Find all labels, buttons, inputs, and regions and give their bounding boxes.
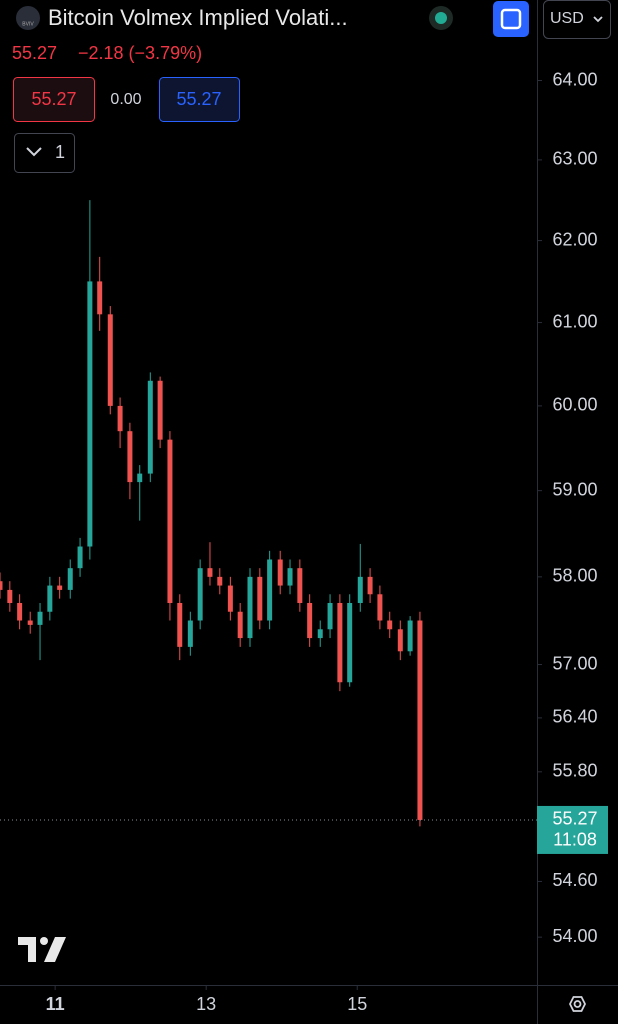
chevron — [593, 16, 603, 23]
y-tick-label: 58.00 — [552, 566, 597, 586]
candle-body — [257, 576, 263, 621]
last-price-tag — [537, 805, 608, 854]
candle-body — [147, 380, 153, 474]
settings-icon[interactable] — [568, 996, 587, 1012]
candle-body — [17, 602, 23, 621]
tv-logo — [18, 937, 66, 962]
buy-button[interactable] — [159, 77, 240, 122]
x-tick-label: 15 — [347, 994, 367, 1014]
countdown: 11:08 — [553, 830, 597, 850]
symbol-title[interactable]: Bitcoin Volmex Implied Volati... — [48, 5, 348, 30]
candle-body — [307, 602, 313, 639]
candle-body — [287, 568, 293, 586]
market-status — [435, 12, 447, 24]
last-price: 55.27 — [12, 43, 57, 63]
candle-body — [227, 585, 233, 612]
candle-body — [77, 546, 83, 569]
candle-body — [397, 629, 403, 652]
candle-body — [127, 431, 133, 483]
icon-text: BVIV — [22, 21, 34, 27]
fullscreen-icon — [500, 8, 522, 30]
candle-body — [187, 620, 193, 647]
currency-button[interactable] — [543, 0, 611, 39]
candle-body — [37, 611, 43, 625]
candle-body — [267, 559, 273, 621]
candle-body — [377, 594, 383, 621]
buy-price: 55.27 — [176, 89, 221, 109]
candle-body — [97, 281, 103, 315]
candle-body — [117, 405, 123, 432]
y-tick-label: 60.00 — [552, 395, 597, 415]
candle-body — [57, 585, 63, 590]
chevron — [26, 147, 42, 157]
candle-body — [317, 629, 323, 639]
candle-body — [177, 602, 183, 647]
candle-body — [277, 559, 283, 586]
currency-label: USD — [550, 10, 584, 27]
y-tick-label: 54.60 — [552, 870, 597, 890]
y-tick-label: 63.00 — [552, 149, 597, 169]
candle-body — [87, 281, 93, 547]
y-tick-label: 61.00 — [552, 311, 597, 331]
last-price-label: 55.27 — [552, 809, 597, 829]
candle-body — [297, 568, 303, 603]
candle-body — [367, 576, 373, 595]
y-tick-label: 57.00 — [552, 653, 597, 673]
sell-button[interactable] — [13, 77, 95, 122]
candle-body — [247, 576, 253, 639]
candle-body — [357, 576, 363, 603]
quantity-button[interactable] — [14, 133, 75, 173]
symbol-icon[interactable] — [16, 6, 40, 30]
candle-body — [237, 611, 243, 639]
candle-body — [137, 473, 143, 483]
y-tick-label: 59.00 — [552, 479, 597, 499]
candle-body — [107, 314, 113, 406]
y-tick-label: 64.00 — [552, 69, 597, 89]
y-tick-label: 55.80 — [552, 761, 597, 781]
candle-body — [417, 620, 423, 820]
candle-body — [347, 602, 353, 683]
fullscreen-button[interactable] — [493, 1, 529, 37]
price-change: −2.18 (−3.79%) — [78, 43, 202, 63]
sell-price: 55.27 — [31, 89, 76, 109]
candle-body — [197, 568, 203, 621]
candle-body — [67, 568, 73, 590]
quantity: 1 — [55, 142, 65, 162]
candle-body — [337, 602, 343, 683]
candle-body — [207, 568, 213, 577]
y-tick-label: 54.00 — [552, 926, 597, 946]
candle-body — [0, 581, 3, 590]
plot — [0, 200, 423, 827]
candle-body — [7, 589, 13, 603]
x-tick-label: 13 — [196, 994, 216, 1014]
candle-body — [217, 576, 223, 586]
x-tick-label: 11 — [46, 994, 65, 1014]
y-tick-label: 62.00 — [552, 229, 597, 249]
candle-body — [407, 620, 413, 652]
candle-body — [387, 620, 393, 630]
spread: 0.00 — [110, 91, 141, 108]
candle-body — [167, 439, 173, 603]
candle-body — [27, 620, 33, 625]
candle-body — [327, 602, 333, 630]
candle-body — [47, 585, 53, 612]
y-tick-label: 56.40 — [552, 707, 597, 727]
candle-body — [157, 380, 163, 440]
